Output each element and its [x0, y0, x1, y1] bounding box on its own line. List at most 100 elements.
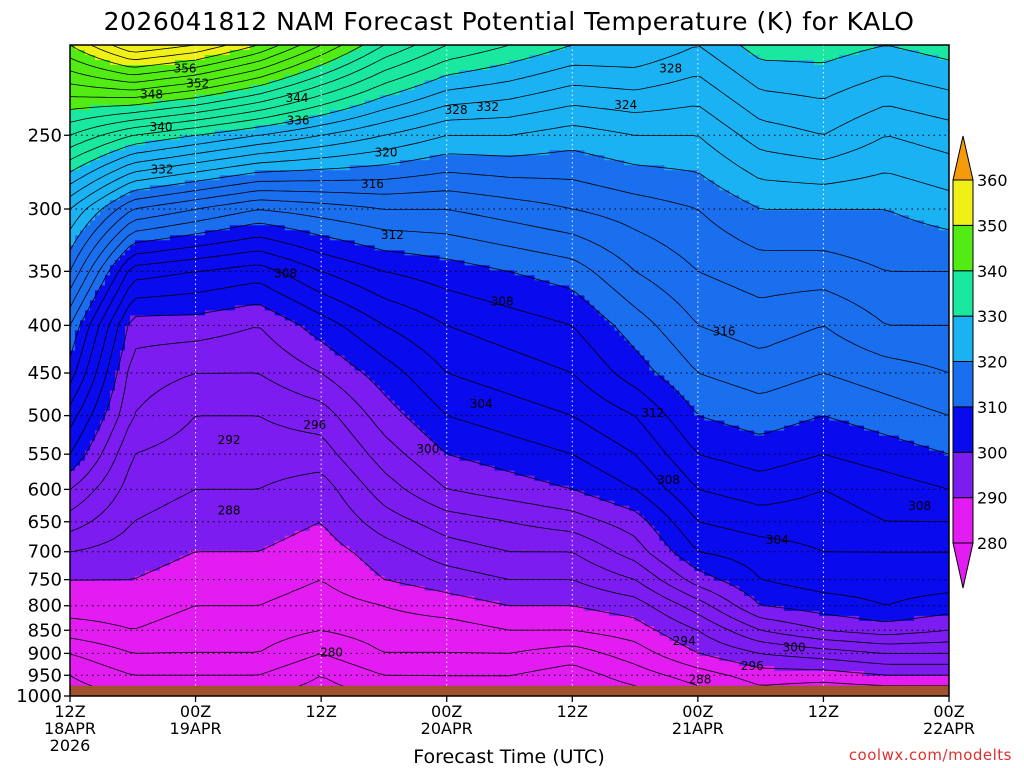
heatmap-cell — [84, 435, 91, 442]
heatmap-cell — [239, 255, 246, 261]
heatmap-cell — [199, 210, 206, 216]
heatmap-cell — [224, 565, 231, 572]
heatmap-cell — [70, 415, 76, 422]
heatmap-cell — [244, 140, 251, 146]
heatmap-cell — [189, 175, 196, 181]
heatmap-cell — [94, 595, 101, 602]
heatmap-cell — [144, 385, 151, 392]
heatmap-cell — [199, 580, 206, 587]
heatmap-cell — [174, 415, 181, 422]
heatmap-cell — [219, 680, 226, 687]
heatmap-cell — [219, 330, 226, 337]
heatmap-cell — [134, 50, 141, 56]
heatmap-cell — [94, 515, 101, 522]
heatmap-cell — [204, 590, 211, 597]
heatmap-cell — [179, 525, 186, 532]
heatmap-cell — [70, 430, 76, 437]
heatmap-cell — [234, 600, 241, 607]
heatmap-cell — [189, 305, 196, 312]
heatmap-cell — [119, 65, 126, 71]
heatmap-cell — [254, 430, 261, 437]
heatmap-cell — [134, 190, 141, 196]
heatmap-cell — [254, 535, 261, 542]
theta-heatmap — [70, 45, 949, 696]
heatmap-cell — [139, 445, 146, 452]
heatmap-cell — [79, 470, 86, 477]
heatmap-cell — [209, 285, 216, 291]
heatmap-cell — [169, 415, 176, 422]
heatmap-cell — [199, 675, 206, 682]
heatmap-cell — [139, 360, 146, 367]
heatmap-cell — [209, 190, 216, 196]
heatmap-cell — [144, 390, 151, 397]
heatmap-cell — [214, 520, 221, 527]
heatmap-cell — [84, 305, 91, 312]
heatmap-cell — [219, 215, 226, 221]
heatmap-cell — [124, 585, 131, 592]
heatmap-cell — [229, 280, 236, 286]
heatmap-cell — [224, 630, 231, 637]
heatmap-cell — [189, 390, 196, 397]
heatmap-cell — [114, 330, 121, 337]
heatmap-cell — [239, 50, 246, 56]
heatmap-cell — [234, 130, 241, 136]
heatmap-cell — [239, 500, 246, 507]
heatmap-cell — [154, 290, 161, 296]
heatmap-cell — [199, 325, 206, 332]
heatmap-cell — [139, 605, 146, 612]
heatmap-cell — [134, 210, 141, 216]
heatmap-cell — [204, 575, 211, 582]
heatmap-cell — [70, 525, 76, 532]
heatmap-cell — [239, 475, 246, 482]
heatmap-cell — [194, 205, 201, 211]
heatmap-cell — [249, 660, 256, 667]
heatmap-cell — [219, 625, 226, 632]
heatmap-cell — [219, 260, 226, 266]
heatmap-cell — [204, 530, 211, 537]
heatmap-cell — [74, 630, 81, 637]
heatmap-cell — [139, 355, 146, 362]
heatmap-cell — [249, 435, 256, 442]
heatmap-cell — [184, 225, 191, 231]
heatmap-cell — [199, 155, 206, 161]
heatmap-cell — [169, 195, 176, 201]
heatmap-cell — [224, 595, 231, 602]
heatmap-cell — [194, 95, 201, 101]
heatmap-cell — [229, 50, 236, 56]
heatmap-cell — [94, 305, 101, 312]
heatmap-cell — [159, 80, 166, 86]
heatmap-cell — [139, 665, 146, 672]
heatmap-cell — [94, 165, 101, 171]
heatmap-cell — [174, 570, 181, 577]
heatmap-cell — [144, 350, 151, 357]
heatmap-cell — [199, 100, 206, 106]
heatmap-cell — [84, 280, 91, 286]
heatmap-cell — [109, 445, 116, 452]
heatmap-cell — [234, 655, 241, 662]
heatmap-cell — [79, 225, 86, 231]
heatmap-cell — [249, 265, 256, 271]
heatmap-cell — [74, 115, 81, 121]
heatmap-cell — [109, 80, 116, 86]
heatmap-cell — [89, 210, 96, 216]
heatmap-cell — [94, 120, 101, 126]
heatmap-cell — [149, 680, 156, 687]
heatmap-cell — [184, 625, 191, 632]
heatmap-cell — [154, 425, 161, 432]
heatmap-cell — [204, 325, 211, 332]
heatmap-cell — [119, 400, 126, 407]
heatmap-cell — [174, 580, 181, 587]
heatmap-cell — [79, 85, 86, 91]
heatmap-cell — [119, 280, 126, 286]
heatmap-cell — [229, 440, 236, 447]
heatmap-cell — [259, 110, 266, 116]
heatmap-cell — [144, 665, 151, 672]
heatmap-cell — [89, 525, 96, 532]
heatmap-cell — [104, 500, 111, 507]
heatmap-cell — [129, 255, 136, 261]
heatmap-cell — [209, 490, 216, 497]
heatmap-cell — [239, 450, 246, 457]
heatmap-cell — [134, 550, 141, 557]
heatmap-cell — [124, 480, 131, 487]
heatmap-cell — [89, 575, 96, 582]
